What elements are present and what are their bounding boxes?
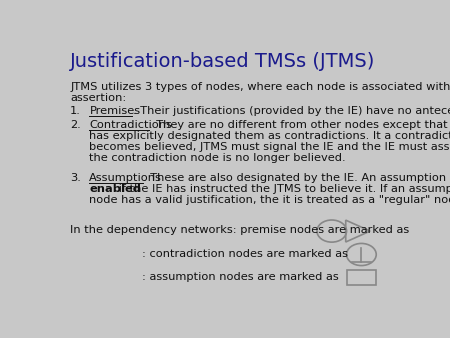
Text: the contradiction node is no longer believed.: the contradiction node is no longer beli… — [90, 153, 346, 163]
Text: node has a valid justification, the it is treated as a "regular" node.: node has a valid justification, the it i… — [90, 195, 450, 205]
Text: Assumptions: Assumptions — [90, 173, 162, 183]
Text: 1.: 1. — [70, 106, 81, 116]
Bar — [346, 270, 376, 286]
Text: In the dependency networks: premise nodes are marked as: In the dependency networks: premise node… — [70, 225, 410, 235]
Text: . These are also designated by the IE. An assumption is: . These are also designated by the IE. A… — [144, 173, 450, 183]
Text: Premises: Premises — [90, 106, 140, 116]
Text: JTMS utilizes 3 types of nodes, where each node is associated with an: JTMS utilizes 3 types of nodes, where ea… — [70, 82, 450, 92]
Text: . Their justifications (provided by the IE) have no antecedents.: . Their justifications (provided by the … — [133, 106, 450, 116]
Text: Contradictions: Contradictions — [90, 120, 172, 130]
Text: 3.: 3. — [70, 173, 81, 183]
Text: Justification-based TMSs (JTMS): Justification-based TMSs (JTMS) — [70, 52, 376, 71]
Text: if the IE has instructed the JTMS to believe it. If an assumption: if the IE has instructed the JTMS to bel… — [115, 184, 450, 194]
Text: has explicitly designated them as contradictions. It a contradiction node: has explicitly designated them as contra… — [90, 131, 450, 141]
Text: : contradiction nodes are marked as: : contradiction nodes are marked as — [142, 249, 348, 259]
Text: enabled: enabled — [90, 184, 141, 194]
Text: assertion:: assertion: — [70, 93, 126, 103]
Text: : assumption nodes are marked as: : assumption nodes are marked as — [142, 272, 338, 282]
Text: 2.: 2. — [70, 120, 81, 130]
Text: . They are no different from other nodes except that the IE: . They are no different from other nodes… — [149, 120, 450, 130]
Text: becomes believed, JTMS must signal the IE and the IE must assure that: becomes believed, JTMS must signal the I… — [90, 142, 450, 152]
